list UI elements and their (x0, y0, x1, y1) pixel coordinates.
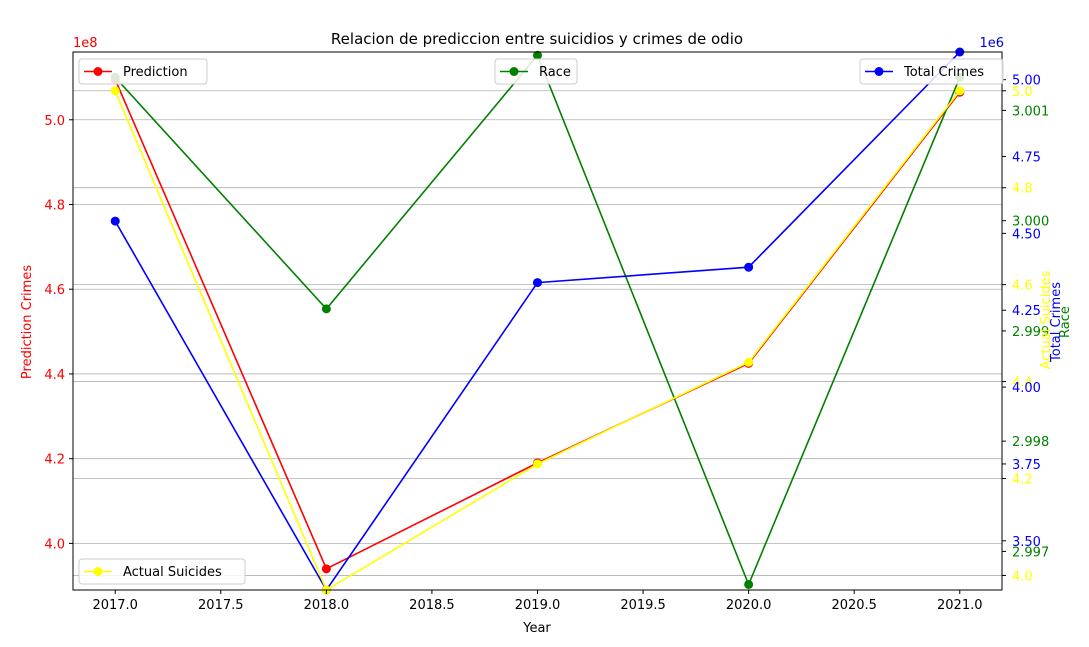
x-tick-label: 2017.0 (92, 598, 138, 613)
data-point-actual (955, 86, 965, 96)
race-tick-label: 3.000 (1012, 215, 1049, 230)
prediction-tick-label: 4.6 (44, 283, 65, 298)
data-point-prediction (321, 564, 331, 574)
total-tick-label: 3.75 (1012, 458, 1041, 473)
legend-total: Total Crimes (859, 58, 1004, 85)
legend-marker (874, 67, 884, 76)
legend-race: Race (494, 58, 578, 85)
legend-marker (509, 67, 519, 76)
legend-label: Actual Suicides (123, 565, 222, 580)
legend-box (78, 58, 208, 85)
prediction-tick-label: 4.2 (44, 453, 65, 468)
data-point-total (110, 216, 120, 226)
actual-tick-label: 4.4 (1012, 376, 1033, 391)
legend-box (494, 58, 578, 85)
prediction-axis-exponent: 1e8 (73, 36, 98, 51)
actual-tick-label: 4.6 (1012, 279, 1033, 294)
data-point-actual (744, 357, 754, 367)
data-point-race (533, 50, 542, 60)
x-tick-label: 2019.5 (620, 598, 666, 613)
x-tick-label: 2019.0 (515, 598, 561, 613)
legend-label: Total Crimes (903, 65, 984, 80)
legend-marker (93, 567, 103, 576)
x-tick-label: 2021.0 (937, 598, 983, 613)
total-axis-exponent: 1e6 (979, 36, 1004, 51)
total-tick-label: 4.75 (1012, 151, 1041, 166)
prediction-axis-label: Prediction Crimes (20, 265, 35, 379)
x-axis-label: Year (522, 621, 551, 636)
data-point-total (744, 262, 754, 272)
legend-prediction: Prediction (78, 58, 208, 85)
race-tick-label: 2.997 (1012, 545, 1049, 560)
prediction-tick-label: 4.0 (44, 537, 65, 552)
x-tick-label: 2018.5 (409, 598, 455, 613)
data-point-total (533, 278, 542, 288)
grid-layer (73, 90, 1002, 576)
data-point-race (321, 304, 331, 314)
prediction-tick-label: 4.4 (44, 368, 65, 383)
actual-axis-exponent: 1e6 (979, 36, 1004, 51)
actual-tick-label: 5.0 (1012, 85, 1033, 100)
x-tick-label: 2020.5 (831, 598, 877, 613)
prediction-tick-label: 5.0 (44, 114, 65, 129)
x-tick-label: 2020.0 (726, 598, 772, 613)
total-tick-label: 3.50 (1012, 535, 1041, 550)
race-axis-label: Race (1058, 306, 1073, 338)
prediction-tick-label: 4.8 (44, 199, 65, 214)
legend-marker (93, 67, 103, 76)
x-tick-label: 2017.5 (198, 598, 244, 613)
data-point-race (744, 579, 754, 589)
total-tick-label: 4.50 (1012, 227, 1041, 242)
race-tick-label: 3.001 (1012, 104, 1049, 119)
race-tick-label: 2.999 (1012, 325, 1049, 340)
total-axis-label: Total Crimes (1049, 282, 1064, 363)
legend-label: Race (539, 65, 571, 80)
race-tick-label: 2.998 (1012, 435, 1049, 450)
total-tick-label: 4.25 (1012, 304, 1041, 319)
chart-title: Relacion de prediccion entre suicidios y… (331, 30, 743, 48)
actual-axis-label: Actual Suicides (1039, 270, 1054, 369)
data-point-actual (533, 459, 542, 469)
x-tick-label: 2018.0 (304, 598, 350, 613)
legend-box (78, 558, 246, 585)
data-point-actual (110, 86, 120, 96)
axes-layer: 2017.0 2017.5 2018.0 2018.5 2019.0 2019.5 2020… (20, 36, 1073, 613)
legend-box (859, 58, 1004, 85)
total-tick-label: 5.00 (1012, 74, 1041, 89)
legend-actual: Actual Suicides (78, 558, 246, 585)
actual-tick-label: 4.2 (1012, 473, 1033, 488)
legend-label: Prediction (123, 65, 188, 80)
actual-tick-label: 4.8 (1012, 182, 1033, 197)
total-tick-label: 4.00 (1012, 381, 1041, 396)
legend-layer: Prediction Race Total Crimes Actual Suicide… (78, 58, 1004, 585)
actual-tick-label: 4.0 (1012, 569, 1033, 584)
